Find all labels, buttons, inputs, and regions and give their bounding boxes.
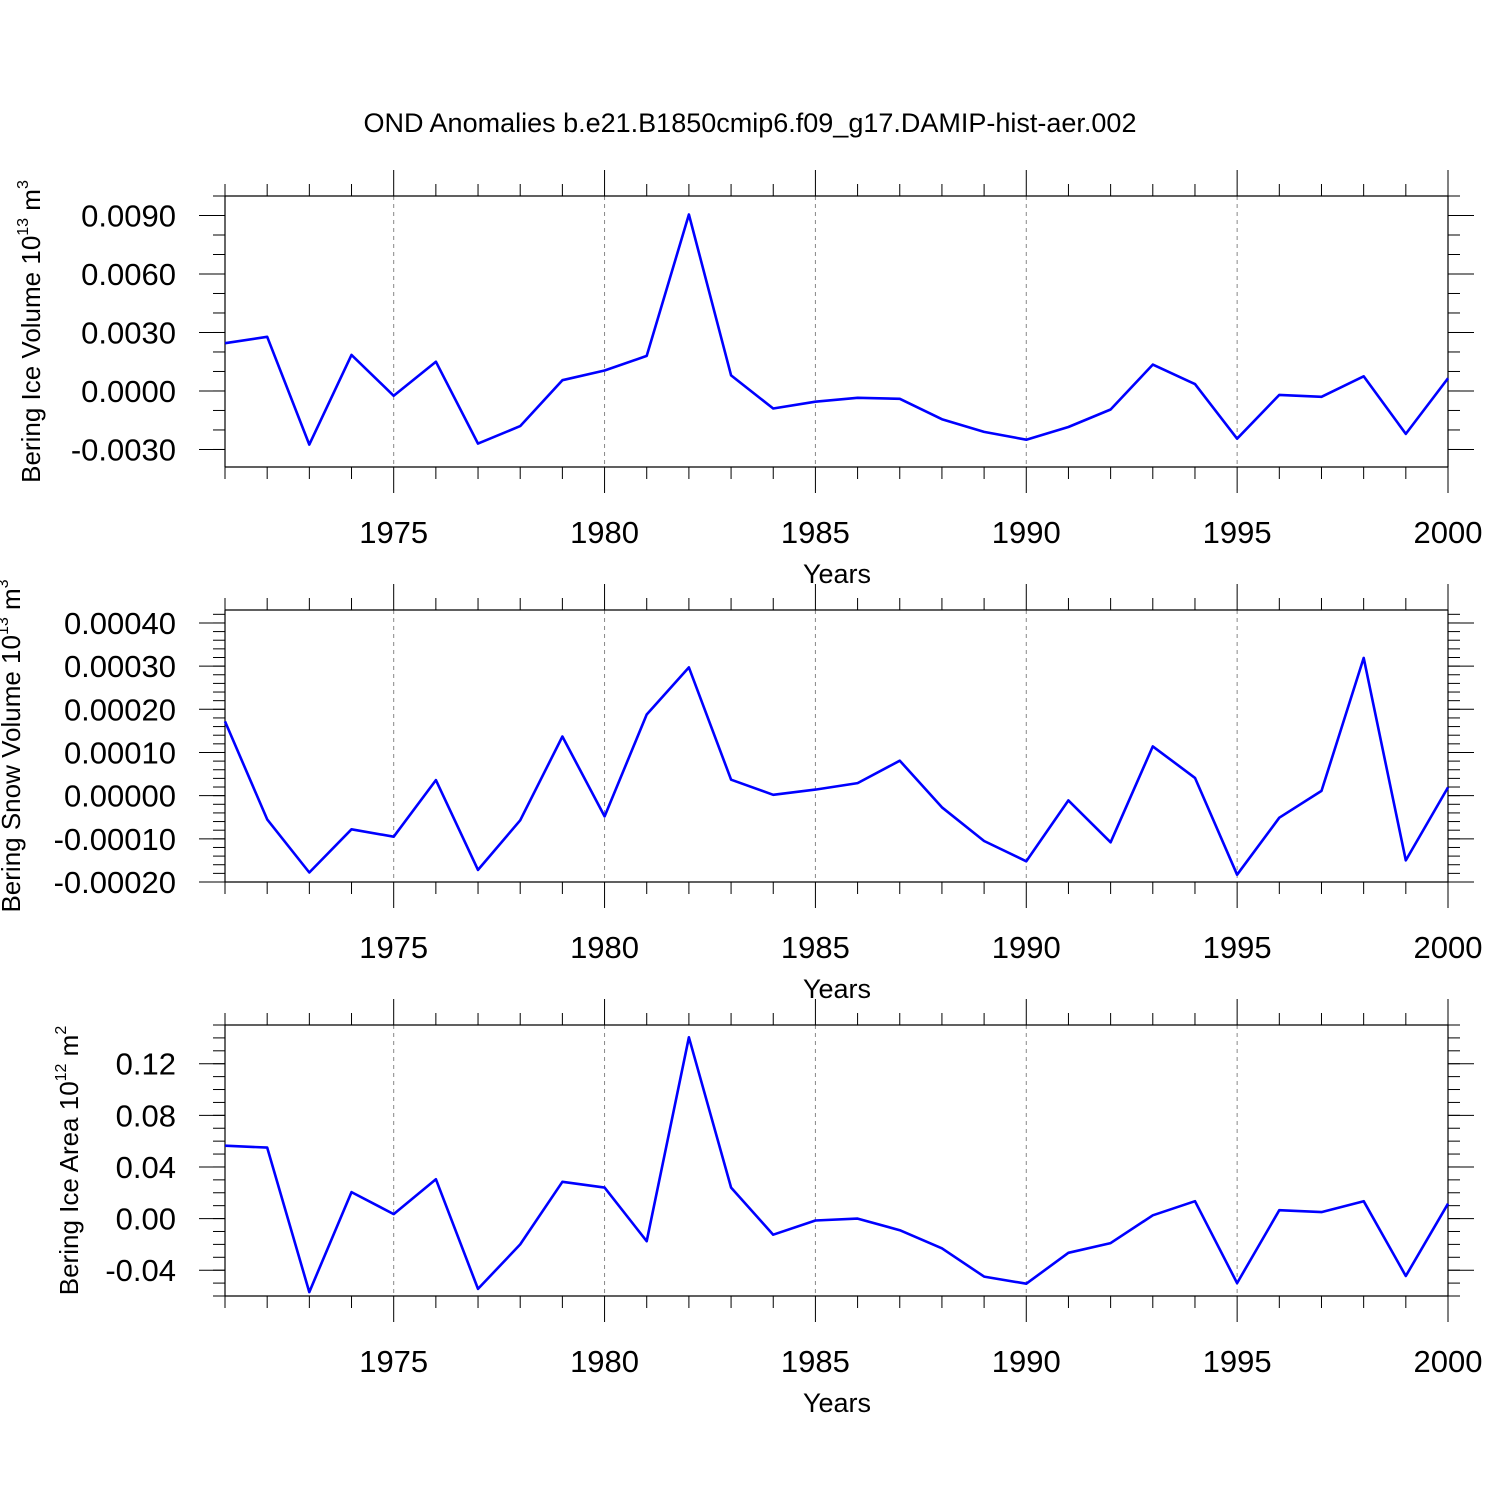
x-tick-label: 1990 — [992, 930, 1061, 965]
y-axis-label-text: Bering Ice Area 10 — [54, 1081, 84, 1295]
panel-ice-area: 1975 1980 1985 1990 1995 2000 Years -0.04 0.00 0.… — [53, 999, 1482, 1418]
y-tick-label: 0.00000 — [64, 779, 176, 814]
panel-ice-volume: 1975 1980 1985 1990 1995 2000 Years -0.0030 0.00… — [15, 170, 1482, 589]
y-tick-label: -0.00020 — [54, 865, 176, 900]
y-tick-label: -0.00010 — [54, 822, 176, 857]
x-tick-label: 1985 — [781, 930, 850, 965]
y-axis-label-text: Bering Ice Volume 10 — [16, 236, 46, 483]
y-axis-label-exponent: 13 — [15, 218, 32, 236]
chart-panels: 1975 1980 1985 1990 1995 2000 Years -0.0030 0.00… — [0, 170, 1482, 1418]
x-tick-label: 2000 — [1414, 515, 1483, 550]
x-tick-label: 1995 — [1203, 930, 1272, 965]
y-tick-label: 0.00020 — [64, 692, 176, 727]
x-tick-label: 1990 — [992, 515, 1061, 550]
y-tick-label: -0.0030 — [71, 432, 176, 467]
y-axis-label-unit-exponent: 3 — [0, 579, 12, 588]
x-tick-label: 1975 — [359, 930, 428, 965]
x-tick-label: 1975 — [359, 515, 428, 550]
y-axis-label-unit-exponent: 2 — [53, 1026, 70, 1035]
x-tick-label: 1995 — [1203, 515, 1272, 550]
x-tick-label: 1995 — [1203, 1344, 1272, 1379]
x-axis-label: Years — [803, 974, 871, 1004]
y-tick-label: 0.0090 — [81, 198, 176, 233]
y-axis-label: Bering Ice Area 1012 m2 — [53, 1026, 84, 1296]
x-tick-label: 2000 — [1414, 930, 1483, 965]
y-axis-label: Bering Snow Volume 1013 m3 — [0, 579, 26, 912]
panel-snow-volume: 1975 1980 1985 1990 1995 2000 Years -0.00020 -0.… — [0, 579, 1482, 1004]
y-axis-label-exponent: 12 — [53, 1063, 70, 1081]
x-tick-label: 1975 — [359, 1344, 428, 1379]
x-tick-label: 1985 — [781, 1344, 850, 1379]
y-tick-label: 0.0030 — [81, 315, 176, 350]
y-axis-label: Bering Ice Volume 1013 m3 — [15, 180, 46, 483]
x-axis-label: Years — [803, 1388, 871, 1418]
chart-title: OND Anomalies b.e21.B1850cmip6.f09_g17.D… — [364, 108, 1137, 138]
y-tick-label: 0.08 — [116, 1098, 176, 1133]
y-tick-label: 0.00040 — [64, 606, 176, 641]
x-tick-label: 1990 — [992, 1344, 1061, 1379]
x-tick-label: 1980 — [570, 930, 639, 965]
y-tick-label: 0.12 — [116, 1047, 176, 1082]
y-axis-label-exponent: 13 — [0, 617, 12, 635]
y-tick-label: 0.04 — [116, 1150, 176, 1185]
y-axis-label-unit: m — [0, 588, 26, 617]
x-tick-label: 1980 — [570, 1344, 639, 1379]
x-tick-label: 1985 — [781, 515, 850, 550]
y-axis-label-unit: m — [16, 189, 46, 218]
series-line-snow-volume — [223, 656, 1450, 877]
y-axis-label-unit-exponent: 3 — [15, 180, 32, 189]
y-tick-label: 0.00030 — [64, 649, 176, 684]
y-tick-label: 0.0000 — [81, 374, 176, 409]
x-tick-label: 1980 — [570, 515, 639, 550]
series-line-ice-area — [224, 1036, 1450, 1294]
y-tick-label: 0.00010 — [64, 735, 176, 770]
y-tick-label: 0.0060 — [81, 257, 176, 292]
x-axis-label: Years — [803, 559, 871, 589]
series-line-ice-volume — [224, 213, 1450, 446]
y-axis-label-text: Bering Snow Volume 10 — [0, 635, 26, 913]
y-tick-label: -0.04 — [105, 1253, 176, 1288]
y-tick-label: 0.00 — [116, 1202, 176, 1237]
x-tick-label: 2000 — [1414, 1344, 1483, 1379]
y-axis-label-unit: m — [54, 1035, 84, 1064]
